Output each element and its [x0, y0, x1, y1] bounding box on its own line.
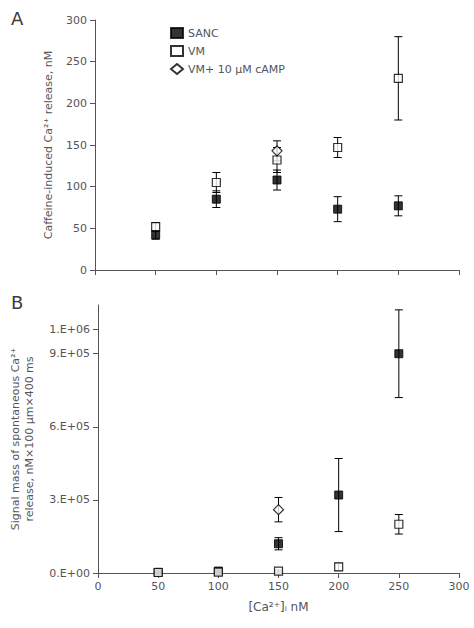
svg-text:release, nM×100 μm×400 ms: release, nM×100 μm×400 ms: [23, 356, 36, 521]
svg-text:150: 150: [268, 580, 289, 593]
svg-text:200: 200: [328, 580, 349, 593]
svg-text:6.E+05: 6.E+05: [49, 420, 90, 433]
svg-text:Signal mass of spontaneous Ca²: Signal mass of spontaneous Ca²⁺: [9, 348, 22, 531]
svg-text:250: 250: [388, 580, 409, 593]
svg-text:300: 300: [449, 580, 470, 593]
svg-text:300: 300: [66, 14, 87, 27]
svg-text:100: 100: [208, 580, 229, 593]
svg-text:Caffeine-induced Ca²⁺ release,: Caffeine-induced Ca²⁺ release, nM: [42, 51, 55, 240]
svg-text:[Ca²⁺]ᵢ nM: [Ca²⁺]ᵢ nM: [248, 600, 308, 614]
svg-text:0.E+00: 0.E+00: [49, 567, 90, 580]
svg-text:A: A: [11, 8, 24, 29]
svg-text:VM+ 10 μM cAMP: VM+ 10 μM cAMP: [188, 63, 285, 76]
svg-text:1.E+06: 1.E+06: [49, 323, 90, 336]
svg-text:50: 50: [73, 222, 87, 235]
svg-text:9.E+05: 9.E+05: [49, 347, 90, 360]
svg-text:VM: VM: [188, 45, 205, 58]
svg-text:B: B: [11, 292, 23, 313]
svg-text:3.E+05: 3.E+05: [49, 493, 90, 506]
svg-text:150: 150: [66, 139, 87, 152]
svg-text:0: 0: [80, 264, 87, 277]
svg-text:200: 200: [66, 97, 87, 110]
svg-text:0: 0: [95, 580, 102, 593]
svg-text:50: 50: [151, 580, 165, 593]
svg-text:250: 250: [66, 55, 87, 68]
svg-text:SANC: SANC: [188, 27, 219, 40]
svg-text:100: 100: [66, 180, 87, 193]
